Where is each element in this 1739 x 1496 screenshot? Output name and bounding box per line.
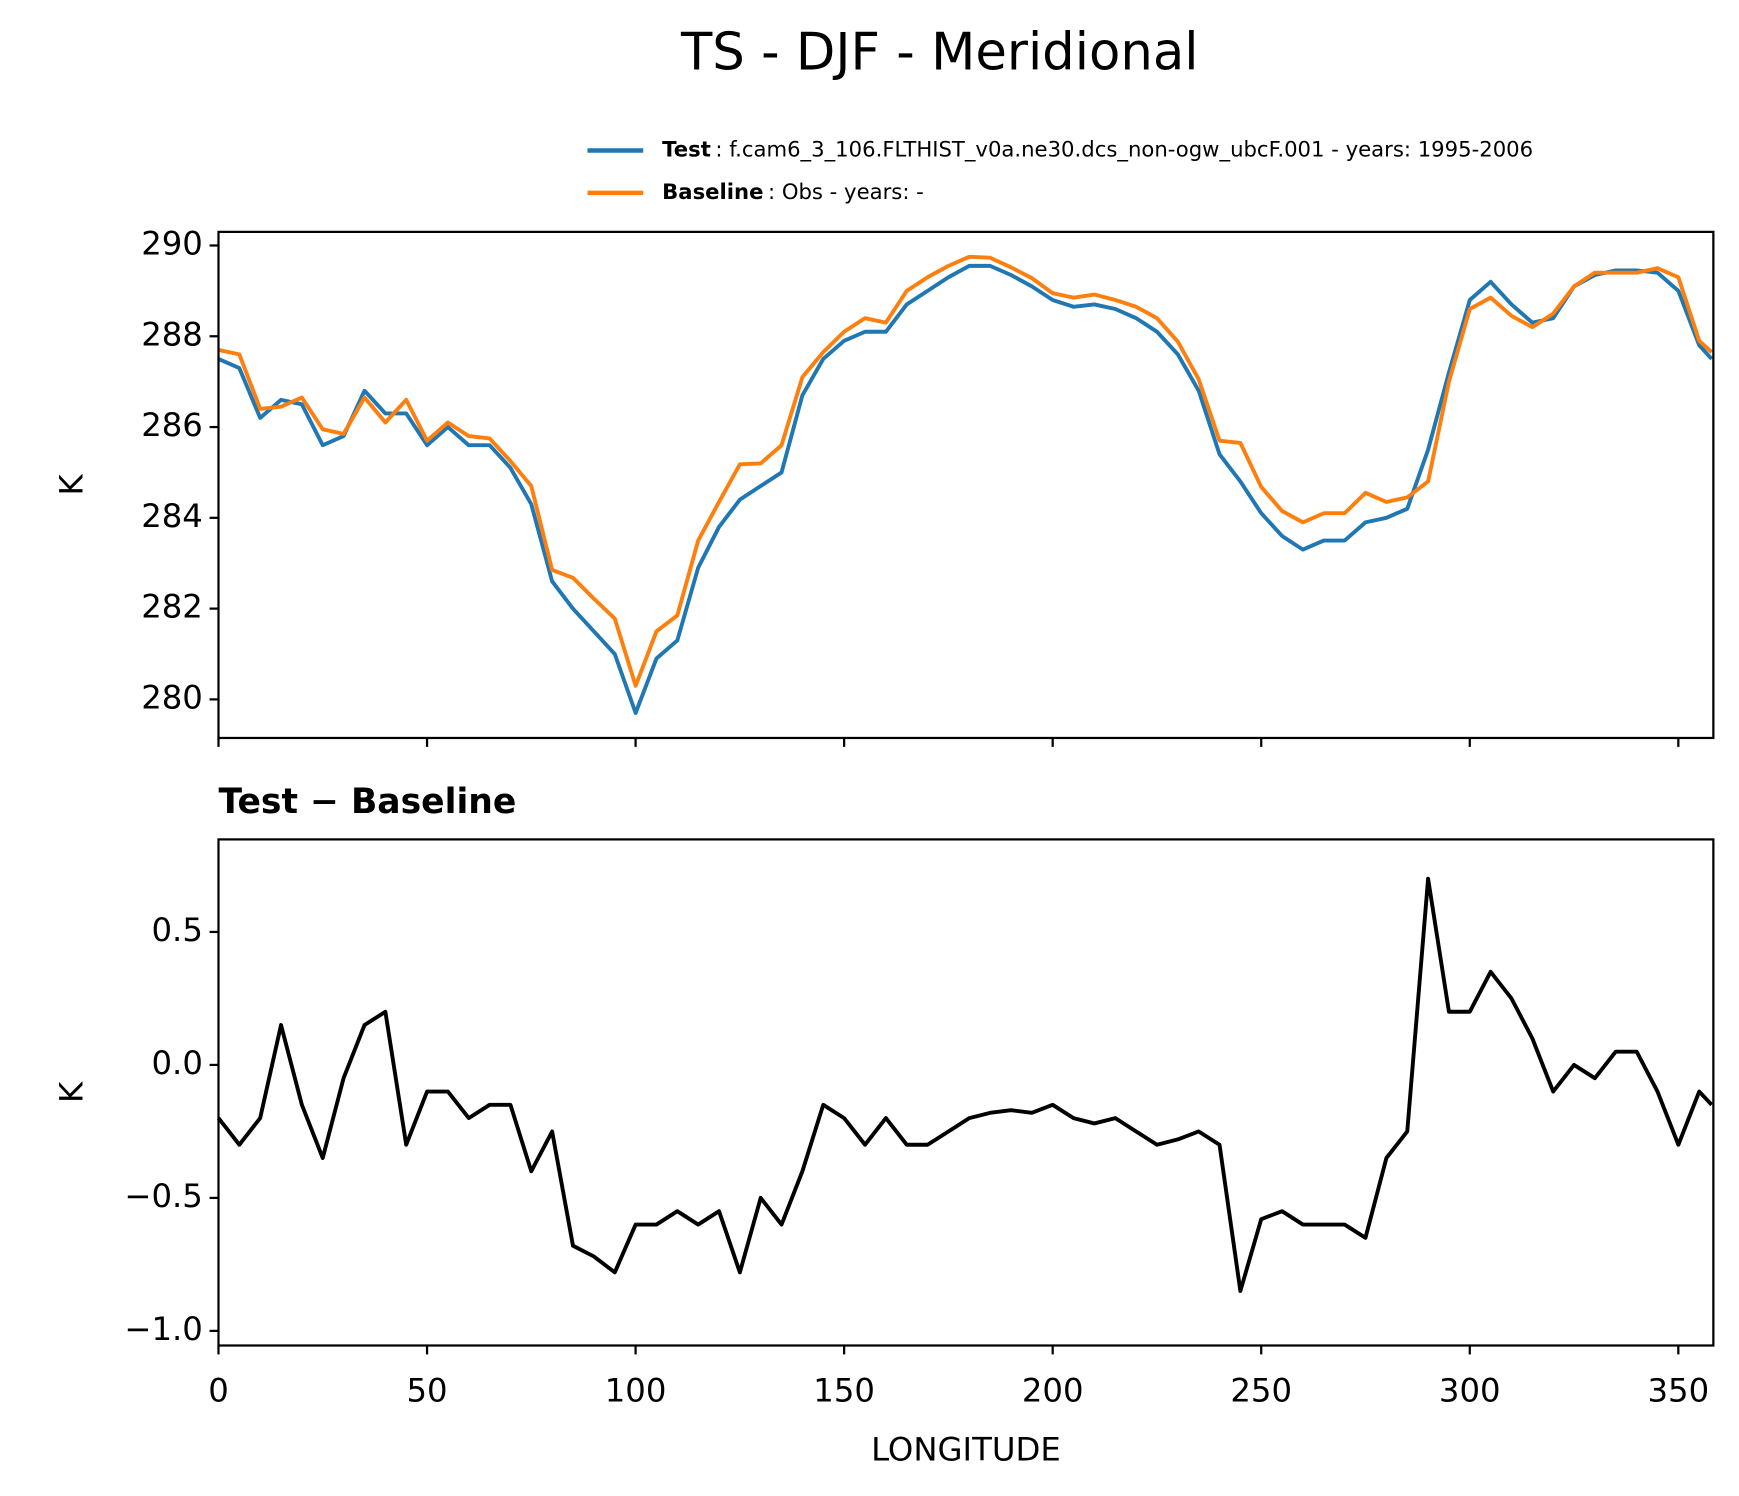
- y-tick-label: 290: [141, 224, 203, 262]
- series-line: [217, 263, 1714, 715]
- y-tick-label: −0.5: [124, 1177, 202, 1215]
- axes-frame: [217, 230, 1715, 740]
- legend-name: Baseline: [662, 179, 763, 204]
- y-tick-label: 286: [141, 406, 203, 444]
- legend-label: Test: f.cam6_3_106.FLTHIST_v0a.ne30.dcs_…: [662, 136, 1533, 162]
- x-tick-label: 100: [605, 1371, 667, 1409]
- x-tick-label: 250: [1230, 1371, 1292, 1409]
- figure-title: TS - DJF - Meridional: [680, 23, 1199, 83]
- x-axis-label: LONGITUDE: [871, 1430, 1061, 1468]
- x-tick-label: 300: [1439, 1371, 1501, 1409]
- x-tick-label: 0: [208, 1371, 229, 1409]
- y-tick-label: 282: [141, 588, 203, 626]
- legend-name: Test: [662, 136, 711, 161]
- legend-text: : Obs - years: -: [768, 179, 924, 204]
- x-tick-label: 200: [1022, 1371, 1084, 1409]
- y-tick-label: 284: [141, 497, 203, 535]
- y-tick-label: 288: [141, 315, 203, 353]
- y-tick-label: 280: [141, 678, 203, 716]
- y-tick-label: 0.0: [151, 1044, 202, 1082]
- y-axis-label: K: [53, 474, 91, 496]
- series-line: [218, 254, 1714, 688]
- y-tick-label: −1.0: [124, 1310, 202, 1348]
- legend-label: Baseline: Obs - years: -: [662, 179, 924, 204]
- x-tick-label: 350: [1647, 1371, 1709, 1409]
- legend-text: : f.cam6_3_106.FLTHIST_v0a.ne30.dcs_non-…: [715, 136, 1533, 162]
- x-tick-label: 50: [406, 1371, 447, 1409]
- subplot-title: Test − Baseline: [218, 782, 516, 822]
- series-line: [216, 876, 1714, 1293]
- y-axis-label: K: [53, 1081, 91, 1103]
- axes-frame: [217, 838, 1715, 1347]
- y-tick-label: 0.5: [151, 911, 202, 949]
- x-tick-label: 150: [813, 1371, 875, 1409]
